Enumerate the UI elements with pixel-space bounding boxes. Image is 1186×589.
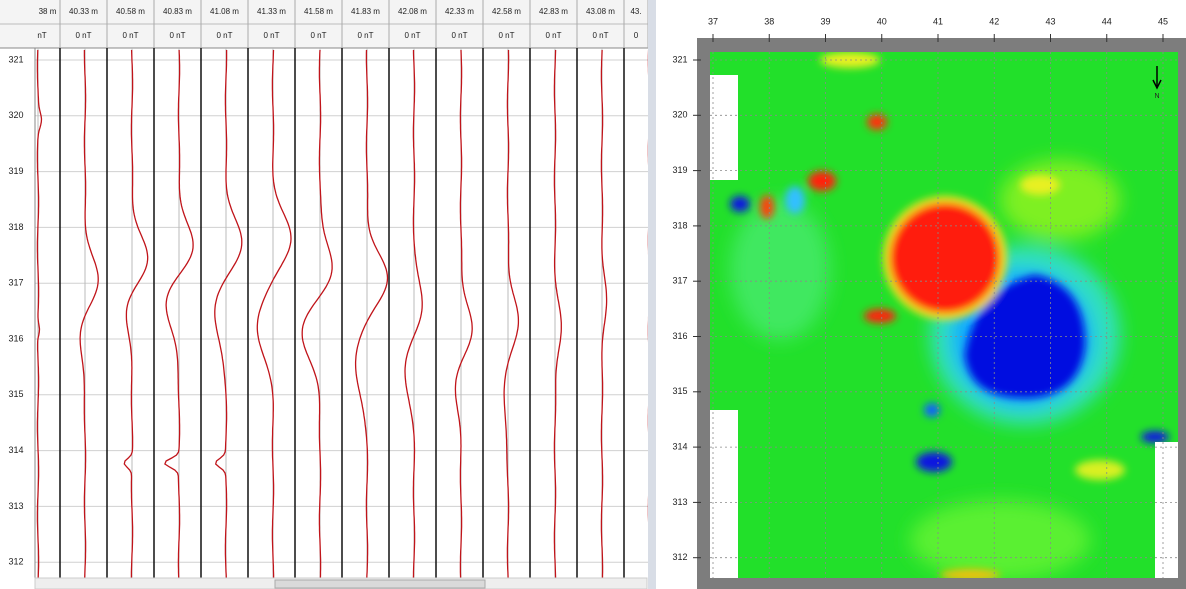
y-label: 316 — [672, 331, 687, 341]
column-distance: 40.58 m — [116, 7, 145, 16]
column-unit: 0 nT — [75, 31, 91, 40]
column-unit: 0 nT — [498, 31, 514, 40]
column-unit: 0 nT — [263, 31, 279, 40]
column-unit: 0 nT — [122, 31, 138, 40]
x-label: 42 — [989, 16, 999, 26]
y-label: 320 — [8, 110, 23, 120]
trace — [214, 50, 243, 579]
y-label: 313 — [672, 497, 687, 507]
y-label: 318 — [672, 220, 687, 230]
y-label: 312 — [8, 557, 23, 567]
x-label: 41 — [933, 16, 943, 26]
y-label: 321 — [8, 54, 23, 64]
y-label: 314 — [8, 445, 23, 455]
x-label: 45 — [1158, 16, 1168, 26]
column-unit: nT — [37, 31, 46, 40]
y-label: 314 — [672, 441, 687, 451]
y-label: 317 — [672, 276, 687, 286]
y-label: 318 — [8, 222, 23, 232]
y-label: 313 — [8, 501, 23, 511]
trace — [600, 49, 608, 578]
north-label: N — [1154, 93, 1159, 100]
trace — [123, 49, 149, 578]
column-distance: 40.33 m — [69, 7, 98, 16]
column-unit: 0 nT — [592, 31, 608, 40]
y-label: 319 — [672, 165, 687, 175]
column-unit: 0 nT — [545, 31, 561, 40]
magnetic-map — [710, 52, 1178, 578]
trace — [404, 50, 423, 579]
trace — [553, 49, 562, 579]
y-label: 319 — [8, 166, 23, 176]
y-label: 320 — [672, 110, 687, 120]
y-label: 315 — [8, 389, 23, 399]
column-distance: 42.58 m — [492, 7, 521, 16]
column-unit: 0 nT — [451, 31, 467, 40]
column-unit: 0 nT — [310, 31, 326, 40]
trace — [256, 49, 292, 578]
column-unit: 0 — [634, 31, 639, 40]
column-unit: 0 nT — [404, 31, 420, 40]
column-unit: 0 nT — [169, 31, 185, 40]
y-label: 317 — [8, 278, 23, 288]
trace — [503, 50, 520, 579]
column-distance: 40.83 m — [163, 7, 192, 16]
column-distance: 41.33 m — [257, 7, 286, 16]
trace — [164, 49, 194, 579]
x-label: 40 — [877, 16, 887, 26]
column-distance: 42.08 m — [398, 7, 427, 16]
y-label: 321 — [672, 54, 687, 64]
y-label: 312 — [672, 552, 687, 562]
column-distance: 43.08 m — [586, 7, 615, 16]
column-distance: 41.08 m — [210, 7, 239, 16]
y-label: 316 — [8, 333, 23, 343]
y-label: 315 — [672, 386, 687, 396]
splitter[interactable] — [648, 0, 656, 589]
column-distance: 41.83 m — [351, 7, 380, 16]
column-distance: 42.83 m — [539, 7, 568, 16]
column-distance: 41.58 m — [304, 7, 333, 16]
trace — [454, 49, 473, 579]
column-unit: 0 nT — [216, 31, 232, 40]
column-distance: 42.33 m — [445, 7, 474, 16]
trace — [354, 49, 389, 579]
x-label: 43 — [1045, 16, 1055, 26]
no-data-area — [710, 410, 738, 578]
x-label: 39 — [820, 16, 830, 26]
x-label: 44 — [1102, 16, 1112, 26]
x-label: 37 — [708, 16, 718, 26]
north-arrow-head — [1152, 79, 1162, 90]
column-unit: 0 nT — [357, 31, 373, 40]
column-distance: 38 m — [39, 7, 57, 16]
no-data-area — [710, 75, 738, 180]
trace-panel — [0, 0, 650, 589]
trace — [79, 50, 99, 579]
trace — [36, 49, 43, 579]
column-distance: 43. — [630, 7, 641, 16]
x-label: 38 — [764, 16, 774, 26]
scrollbar-thumb[interactable] — [274, 579, 486, 589]
trace — [301, 49, 333, 579]
no-data-area — [1155, 442, 1178, 578]
